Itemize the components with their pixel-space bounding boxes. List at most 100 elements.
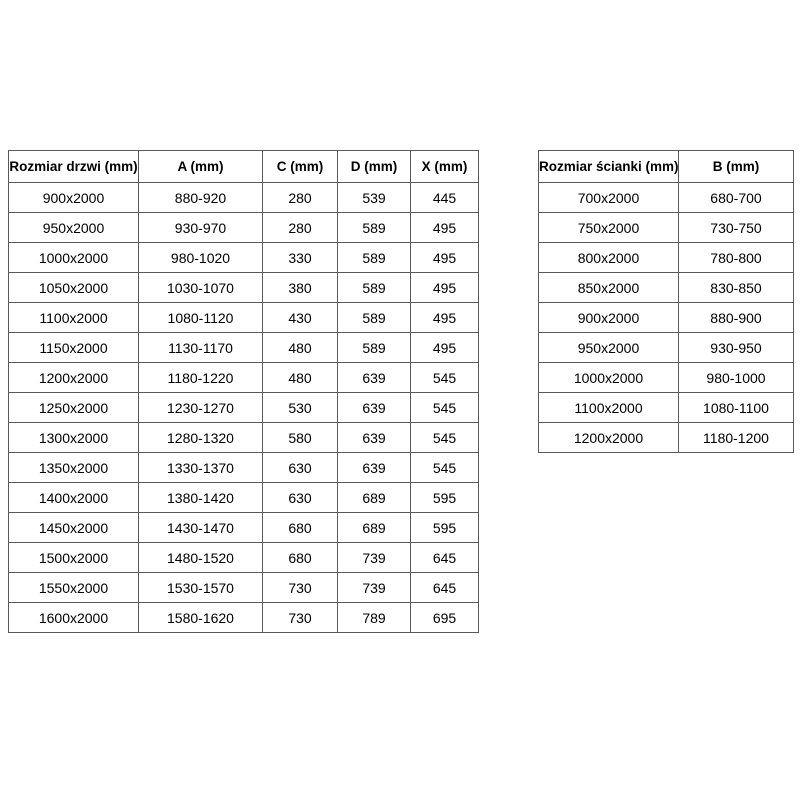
table-row: 1300x2000 1280-1320 580 639 545 (8, 422, 479, 453)
table-cell: 630 (262, 452, 338, 483)
table-row: 1050x2000 1030-1070 380 589 495 (8, 272, 479, 303)
table-cell: 980-1020 (138, 242, 263, 273)
table-cell: 930-970 (138, 212, 263, 243)
table-cell: 1030-1070 (138, 272, 263, 303)
table-cell: 695 (410, 602, 479, 633)
table-cell: 730 (262, 572, 338, 603)
table-cell: 1200x2000 (538, 422, 679, 453)
table-cell: 589 (337, 242, 411, 273)
table-cell: 545 (410, 452, 479, 483)
table-cell: 900x2000 (538, 302, 679, 333)
table-cell: 495 (410, 212, 479, 243)
table-row: 900x2000 880-920 280 539 445 (8, 182, 479, 213)
table-cell: 330 (262, 242, 338, 273)
table-cell: 750x2000 (538, 212, 679, 243)
table-row: 1550x2000 1530-1570 730 739 645 (8, 572, 479, 603)
table-cell: 880-900 (678, 302, 794, 333)
table-cell: 539 (337, 182, 411, 213)
table-cell: 1100x2000 (538, 392, 679, 423)
table-cell: 800x2000 (538, 242, 679, 273)
table-cell: 1100x2000 (8, 302, 139, 333)
table-cell: 589 (337, 332, 411, 363)
table-row: 1450x2000 1430-1470 680 689 595 (8, 512, 479, 543)
table-cell: 1380-1420 (138, 482, 263, 513)
table-cell: 1130-1170 (138, 332, 263, 363)
column-header: B (mm) (678, 150, 794, 183)
table-cell: 1080-1120 (138, 302, 263, 333)
table-cell: 639 (337, 422, 411, 453)
column-header: C (mm) (262, 150, 338, 183)
table-row: 1100x2000 1080-1100 (538, 392, 794, 423)
table-cell: 280 (262, 212, 338, 243)
table-cell: 689 (337, 512, 411, 543)
table-cell: 739 (337, 572, 411, 603)
table-cell: 1000x2000 (8, 242, 139, 273)
column-header: A (mm) (138, 150, 263, 183)
table-cell: 680 (262, 512, 338, 543)
table-cell: 445 (410, 182, 479, 213)
table-cell: 545 (410, 392, 479, 423)
table-cell: 1300x2000 (8, 422, 139, 453)
table-cell: 680 (262, 542, 338, 573)
table-row: 1000x2000 980-1020 330 589 495 (8, 242, 479, 273)
table-cell: 1450x2000 (8, 512, 139, 543)
table-cell: 1150x2000 (8, 332, 139, 363)
table-row: 1200x2000 1180-1220 480 639 545 (8, 362, 479, 393)
table-cell: 1580-1620 (138, 602, 263, 633)
table-cell: 595 (410, 482, 479, 513)
table-cell: 380 (262, 272, 338, 303)
wall-table-header-row: Rozmiar ścianki (mm) B (mm) (538, 150, 794, 183)
table-cell: 545 (410, 422, 479, 453)
table-cell: 1500x2000 (8, 542, 139, 573)
table-cell: 1180-1200 (678, 422, 794, 453)
table-row: 1100x2000 1080-1120 430 589 495 (8, 302, 479, 333)
table-cell: 495 (410, 332, 479, 363)
table-cell: 930-950 (678, 332, 794, 363)
table-cell: 639 (337, 392, 411, 423)
table-cell: 1430-1470 (138, 512, 263, 543)
column-header: Rozmiar ścianki (mm) (538, 150, 679, 183)
table-row: 900x2000 880-900 (538, 302, 794, 333)
table-row: 850x2000 830-850 (538, 272, 794, 303)
table-cell: 639 (337, 362, 411, 393)
table-cell: 980-1000 (678, 362, 794, 393)
table-cell: 900x2000 (8, 182, 139, 213)
table-row: 1200x2000 1180-1200 (538, 422, 794, 453)
table-cell: 1400x2000 (8, 482, 139, 513)
table-cell: 589 (337, 302, 411, 333)
table-cell: 1480-1520 (138, 542, 263, 573)
table-cell: 495 (410, 272, 479, 303)
table-cell: 589 (337, 272, 411, 303)
table-cell: 645 (410, 542, 479, 573)
table-cell: 830-850 (678, 272, 794, 303)
door-table-header-row: Rozmiar drzwi (mm) A (mm) C (mm) D (mm) X (m… (8, 150, 479, 183)
table-cell: 739 (337, 542, 411, 573)
table-row: 950x2000 930-950 (538, 332, 794, 363)
table-row: 1350x2000 1330-1370 630 639 545 (8, 452, 479, 483)
table-cell: 1250x2000 (8, 392, 139, 423)
table-row: 1500x2000 1480-1520 680 739 645 (8, 542, 479, 573)
table-cell: 850x2000 (538, 272, 679, 303)
table-cell: 530 (262, 392, 338, 423)
table-cell: 645 (410, 572, 479, 603)
table-cell: 1550x2000 (8, 572, 139, 603)
table-row: 1400x2000 1380-1420 630 689 595 (8, 482, 479, 513)
table-row: 950x2000 930-970 280 589 495 (8, 212, 479, 243)
column-header: D (mm) (337, 150, 411, 183)
table-row: 1000x2000 980-1000 (538, 362, 794, 393)
table-cell: 1230-1270 (138, 392, 263, 423)
table-cell: 595 (410, 512, 479, 543)
table-cell: 1200x2000 (8, 362, 139, 393)
table-cell: 589 (337, 212, 411, 243)
table-cell: 495 (410, 302, 479, 333)
table-cell: 1080-1100 (678, 392, 794, 423)
door-sizes-table: Rozmiar drzwi (mm) A (mm) C (mm) D (mm) X (m… (8, 150, 479, 633)
table-cell: 880-920 (138, 182, 263, 213)
table-cell: 950x2000 (8, 212, 139, 243)
table-cell: 789 (337, 602, 411, 633)
table-cell: 480 (262, 362, 338, 393)
column-header: X (mm) (410, 150, 479, 183)
table-cell: 700x2000 (538, 182, 679, 213)
table-cell: 1530-1570 (138, 572, 263, 603)
